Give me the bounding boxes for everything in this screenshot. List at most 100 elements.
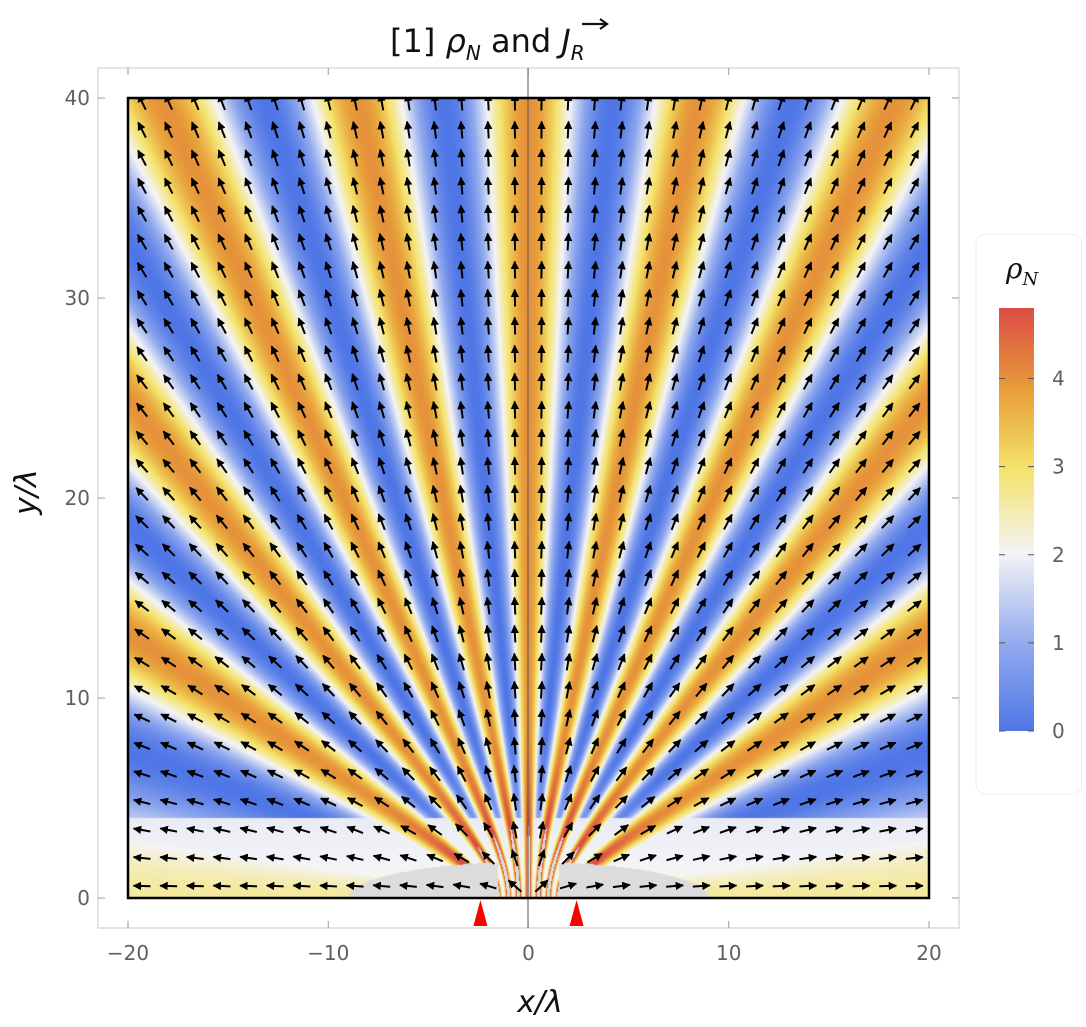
current-arrow <box>430 344 439 363</box>
current-arrow <box>852 741 870 751</box>
current-arrow <box>292 825 311 834</box>
current-arrow <box>695 682 708 698</box>
current-arrow <box>241 684 256 696</box>
current-arrow <box>244 149 253 167</box>
current-arrow <box>217 205 227 223</box>
current-arrow <box>430 204 440 223</box>
current-arrow <box>617 456 626 475</box>
current-arrow <box>242 486 255 502</box>
current-arrow <box>564 232 573 251</box>
legend-tick-label: 3 <box>1052 455 1065 479</box>
current-arrow <box>856 149 866 167</box>
current-arrow <box>746 825 764 834</box>
current-arrow <box>324 233 333 251</box>
current-arrow <box>908 402 921 418</box>
current-arrow <box>667 796 683 808</box>
current-arrow <box>190 261 201 278</box>
current-arrow <box>404 569 413 587</box>
current-arrow <box>537 624 546 643</box>
current-arrow <box>217 261 227 279</box>
current-arrow <box>322 654 335 670</box>
current-arrow <box>909 121 920 139</box>
current-arrow <box>722 541 734 558</box>
current-arrow <box>826 712 843 724</box>
current-arrow <box>882 374 894 390</box>
current-arrow <box>852 853 871 863</box>
current-arrow <box>670 232 679 251</box>
current-arrow <box>510 849 519 867</box>
current-arrow <box>829 289 840 307</box>
current-arrow <box>214 627 230 641</box>
current-arrow <box>829 345 840 362</box>
current-arrow <box>348 682 362 698</box>
legend-ticks: 0 1 2 3 4 <box>999 367 1065 743</box>
current-arrow <box>643 625 653 643</box>
current-arrow <box>670 120 679 139</box>
current-arrow <box>457 653 466 671</box>
x-tick-label: −10 <box>307 941 349 965</box>
current-arrow <box>216 458 228 474</box>
current-arrow <box>617 344 626 363</box>
current-arrow <box>270 261 280 279</box>
current-arrow <box>724 317 733 335</box>
current-arrow <box>750 289 759 307</box>
current-arrow <box>774 627 788 641</box>
current-arrow <box>404 457 413 475</box>
current-arrow <box>853 656 869 668</box>
current-arrow <box>265 881 284 891</box>
y-tick-label: 0 <box>77 886 90 910</box>
current-arrow <box>564 708 573 727</box>
current-arrow <box>748 598 761 614</box>
current-arrow <box>906 656 923 668</box>
current-arrow <box>800 627 815 641</box>
current-arrow <box>801 542 814 558</box>
current-arrow <box>266 825 284 834</box>
current-arrow <box>350 569 361 586</box>
current-arrow <box>776 429 787 446</box>
current-arrow <box>826 741 843 751</box>
current-arrow <box>324 317 333 335</box>
current-arrow <box>348 739 363 753</box>
current-arrow <box>430 625 439 643</box>
current-arrow <box>775 514 787 530</box>
current-arrow <box>829 373 840 390</box>
current-arrow <box>640 795 656 809</box>
current-arrow <box>270 205 280 223</box>
current-arrow <box>746 797 764 807</box>
current-arrow <box>345 881 364 891</box>
current-arrow <box>160 741 177 751</box>
current-arrow <box>160 684 177 696</box>
current-arrow <box>376 682 388 698</box>
current-arrow <box>403 681 414 698</box>
current-arrow <box>347 768 363 780</box>
current-arrow <box>617 98 626 111</box>
current-arrow <box>590 204 600 223</box>
current-arrow <box>639 881 658 891</box>
current-arrow <box>269 542 281 558</box>
current-arrow <box>724 289 733 307</box>
current-arrow <box>772 881 791 891</box>
current-arrow <box>268 598 282 614</box>
current-arrow <box>244 205 253 223</box>
current-arrow <box>457 204 466 223</box>
current-arrow <box>564 624 573 643</box>
current-arrow <box>239 853 258 863</box>
current-arrow <box>159 881 178 891</box>
current-arrow <box>537 540 546 559</box>
current-arrow <box>349 597 361 614</box>
current-arrow <box>825 825 844 834</box>
current-arrow <box>186 769 204 778</box>
current-arrow <box>724 233 733 251</box>
current-arrow <box>668 682 681 698</box>
current-arrow <box>747 655 762 669</box>
current-arrow <box>188 543 202 557</box>
current-arrow <box>457 709 466 727</box>
current-arrow <box>454 823 469 837</box>
current-arrow <box>696 569 707 586</box>
current-arrow <box>135 543 150 557</box>
current-arrow <box>617 148 626 167</box>
current-arrow <box>829 233 839 251</box>
current-arrow <box>297 289 306 307</box>
current-arrow <box>667 767 682 781</box>
